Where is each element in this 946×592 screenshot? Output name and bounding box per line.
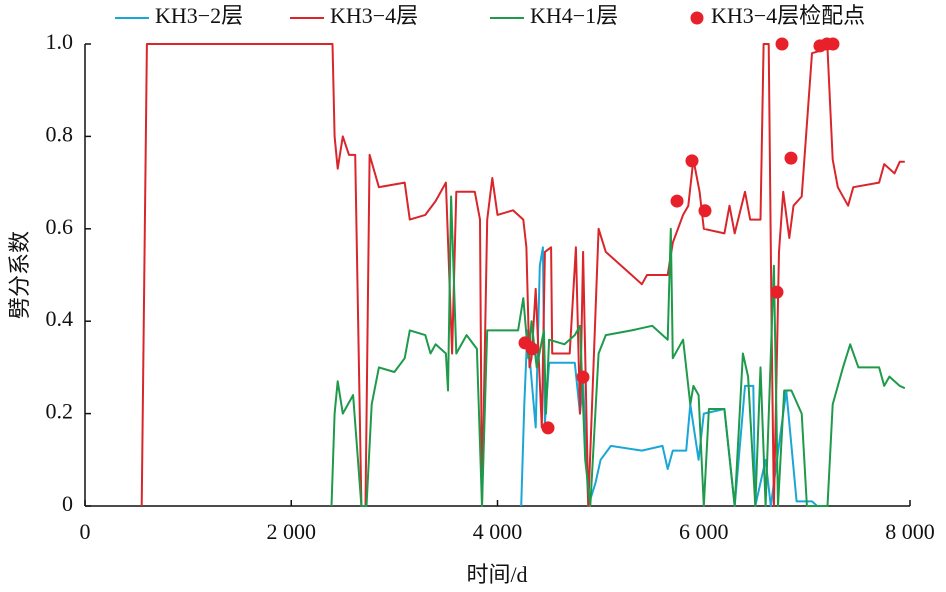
y-tick-label: 0: [62, 491, 73, 516]
legend-marker: [690, 11, 704, 25]
y-tick-label: 1.0: [46, 29, 74, 54]
fit-point: [784, 151, 798, 165]
x-tick-label: 6 000: [679, 519, 729, 544]
legend-label: KH3−2层: [155, 3, 243, 28]
fit-point: [541, 421, 555, 435]
fit-point: [698, 204, 712, 218]
legend-label: KH4−1层: [530, 3, 618, 28]
fit-point: [576, 370, 590, 384]
legend-label: KH3−4层检配点: [711, 3, 865, 28]
series-line: [330, 195, 906, 507]
fit-point: [525, 342, 539, 356]
x-tick-label: 8 000: [885, 519, 935, 544]
x-tick-label: 4 000: [473, 519, 523, 544]
fit-point: [670, 194, 684, 208]
legend-label: KH3−4层: [330, 3, 418, 28]
x-tick-label: 2 000: [267, 519, 317, 544]
y-axis-label: 劈分系数: [7, 231, 32, 319]
x-axis-label: 时间/d: [466, 562, 527, 587]
fit-point: [775, 37, 789, 51]
y-tick-label: 0.2: [46, 399, 74, 424]
y-tick-label: 0.8: [46, 121, 74, 146]
fit-point: [685, 154, 699, 168]
x-tick-label: 0: [80, 519, 91, 544]
fit-point: [826, 37, 840, 51]
y-tick-label: 0.4: [46, 306, 74, 331]
fit-point: [770, 285, 784, 299]
y-tick-label: 0.6: [46, 214, 74, 239]
series-line: [520, 246, 818, 507]
